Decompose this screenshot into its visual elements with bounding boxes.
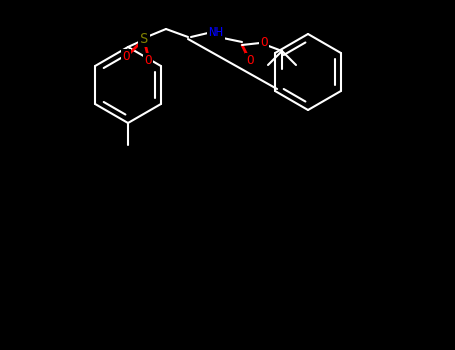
Text: O: O: [246, 55, 254, 68]
Text: S: S: [140, 32, 148, 46]
Text: O: O: [260, 36, 268, 49]
Text: O: O: [122, 50, 130, 63]
Text: O: O: [144, 55, 152, 68]
Text: NH: NH: [208, 27, 223, 40]
